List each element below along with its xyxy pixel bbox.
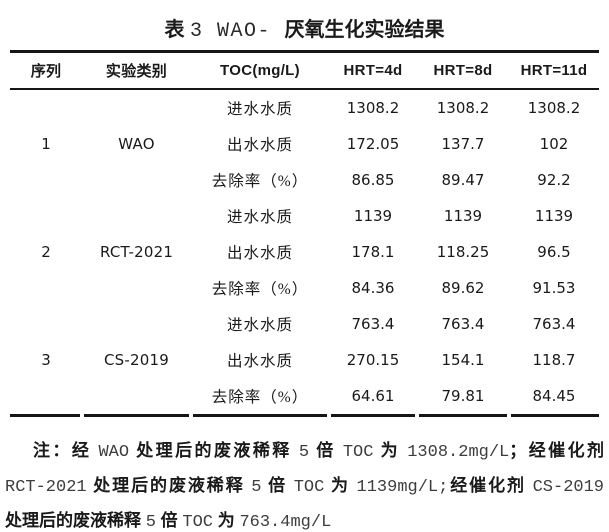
value-cell: 172.05 (346, 135, 400, 153)
note-text: 1139mg/L; (356, 478, 449, 497)
note-line-3: 处理后的废液稀释 5 倍 TOC 为 763.4mg/L (5, 504, 604, 532)
note-text: 5 (298, 443, 310, 462)
note-text: 1308.2mg/L (407, 443, 510, 462)
note-line-1: 注：经 WAO 处理后的废液稀释 5 倍 TOC 为 1308.2mg/L；经催… (5, 434, 604, 469)
row-label: 进水水质 (226, 209, 293, 226)
value-cell: 763.4 (441, 315, 485, 333)
row-label: 去除率（%） (211, 281, 309, 298)
note-text: 为 (324, 476, 357, 495)
row-label: 去除率（%） (211, 389, 309, 406)
note-text: RCT-2021 (5, 478, 87, 497)
value-cell: 1139 (443, 207, 483, 225)
value-cell: 763.4 (532, 315, 576, 333)
note-text: 为 (213, 511, 240, 530)
value-cell: 763.4 (351, 315, 395, 333)
caption-title-text: 厌氧生化实验结果 (284, 19, 445, 41)
value-cell: 86.85 (351, 171, 395, 189)
note-text: 经催化剂 (448, 476, 533, 495)
value-cell: 154.1 (441, 351, 485, 369)
category-cell-3: CS-2019 (104, 351, 169, 369)
table-body: 1 WAO 进水水质 1308.2 1308.2 1308.2 出水水质 172… (10, 90, 599, 414)
row-label: 进水水质 (226, 101, 293, 118)
category-cell-1: WAO (118, 135, 155, 153)
value-cell: 118.7 (532, 351, 576, 369)
value-cell: 84.36 (351, 279, 395, 297)
caption-table-number: 3 WAO- (190, 20, 285, 43)
bottom-rule-segment (331, 414, 415, 417)
table-top-rule (10, 50, 599, 53)
value-cell: 1139 (353, 207, 393, 225)
note-text: 5 (145, 513, 156, 532)
header-cell-hrt11: HRT=11d (520, 62, 588, 79)
value-cell: 89.62 (441, 279, 485, 297)
table-note: 注：经 WAO 处理后的废液稀释 5 倍 TOC 为 1308.2mg/L；经催… (5, 434, 604, 532)
value-cell: 118.25 (436, 243, 490, 261)
note-text: ；经催化剂 (509, 441, 605, 460)
seq-cell-3: 3 (41, 351, 51, 369)
value-cell: 1139 (534, 207, 574, 225)
header-cell-category: 实验类别 (105, 63, 168, 80)
value-cell: 1308.2 (346, 99, 400, 117)
header-cell-seq: 序列 (30, 63, 62, 80)
note-text: 处理后的废液稀释 (86, 476, 252, 495)
seq-cell-1: 1 (41, 135, 51, 153)
caption-prefix: 表 (164, 19, 191, 41)
note-text: CS-2019 (532, 478, 605, 497)
value-cell: 1308.2 (436, 99, 490, 117)
note-text: 为 (373, 441, 408, 460)
header-cell-hrt8: HRT=8d (433, 62, 493, 79)
value-cell: 137.7 (441, 135, 485, 153)
bottom-rule-segment (419, 414, 507, 417)
row-label: 出水水质 (226, 353, 293, 370)
bottom-rule-segment (84, 414, 189, 417)
value-cell: 92.2 (537, 171, 571, 189)
note-text: 倍 (261, 476, 294, 495)
value-cell: 84.45 (532, 387, 576, 405)
note-line-2: RCT-2021 处理后的废液稀释 5 倍 TOC 为 1139mg/L;经催化… (5, 469, 604, 504)
note-text: 5 (251, 478, 262, 497)
note-text: 倍 (309, 441, 343, 460)
results-table: 序列 实验类别 TOC(mg/L) HRT=4d HRT=8d HRT=11d … (10, 50, 599, 417)
row-label: 出水水质 (226, 245, 293, 262)
value-cell: 79.81 (441, 387, 485, 405)
bottom-rule-segment (10, 414, 80, 417)
bottom-rule-segment (193, 414, 327, 417)
note-text: 倍 (155, 511, 183, 530)
value-cell: 1308.2 (527, 99, 581, 117)
table-header-row: 序列 实验类别 TOC(mg/L) HRT=4d HRT=8d HRT=11d (10, 53, 599, 90)
value-cell: 89.47 (441, 171, 485, 189)
value-cell: 91.53 (532, 279, 576, 297)
note-text: WAO (98, 443, 130, 462)
value-cell: 178.1 (351, 243, 395, 261)
note-text: 注：经 (33, 441, 99, 460)
value-cell: 102 (539, 135, 569, 153)
note-text: 处理后的废液稀释 (129, 441, 299, 460)
value-cell: 96.5 (537, 243, 571, 261)
value-cell: 270.15 (346, 351, 400, 369)
note-text: 处理后的废液稀释 (5, 511, 146, 530)
table-bottom-rule (10, 414, 599, 417)
row-label: 进水水质 (226, 317, 293, 334)
bottom-rule-segment (511, 414, 599, 417)
header-cell-toc: TOC(mg/L) (220, 62, 300, 79)
value-cell: 64.61 (351, 387, 395, 405)
row-label: 出水水质 (226, 137, 293, 154)
category-cell-2: RCT-2021 (99, 243, 174, 261)
note-text: 763.4mg/L (239, 513, 332, 532)
seq-cell-2: 2 (41, 243, 51, 261)
note-text: TOC (182, 513, 213, 532)
header-cell-hrt4: HRT=4d (343, 62, 403, 79)
note-text: TOC (342, 443, 374, 462)
table-caption: 表 3 WAO- 厌氧生化实验结果 (0, 13, 609, 43)
note-text: TOC (293, 478, 325, 497)
row-label: 去除率（%） (211, 173, 309, 190)
